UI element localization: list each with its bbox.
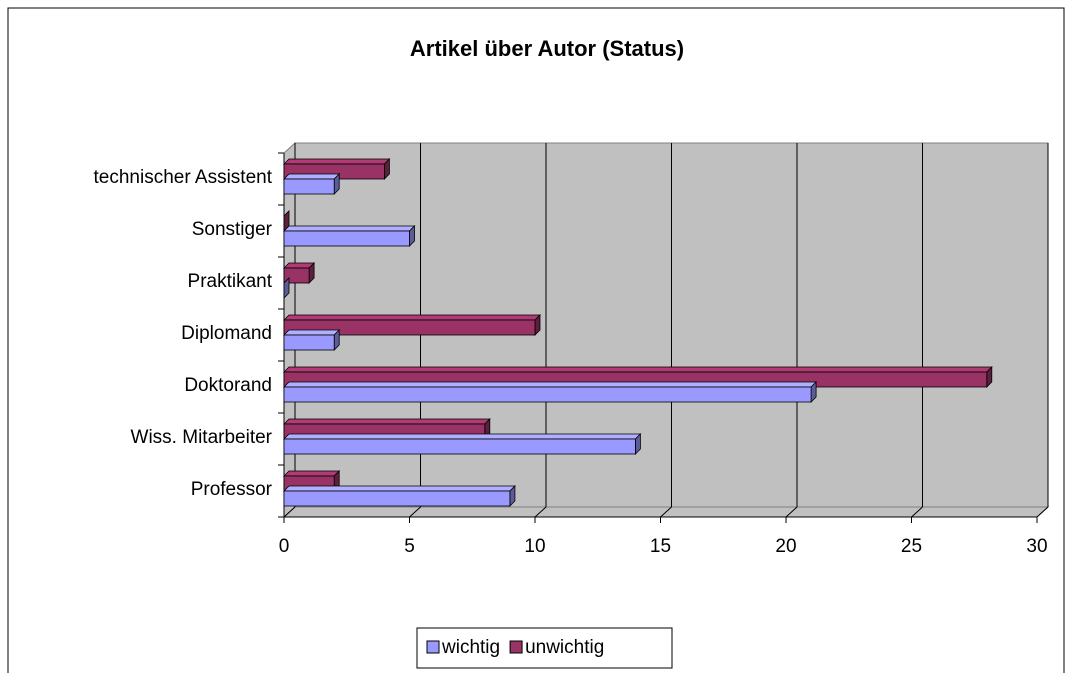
bar-top <box>283 470 341 477</box>
x-tick-label: 0 <box>279 536 290 557</box>
legend-swatch <box>426 640 440 654</box>
floor-grid-line <box>409 506 421 518</box>
bar-top <box>283 173 341 180</box>
bar-top <box>283 381 818 388</box>
bar-top <box>283 225 416 232</box>
floor-grid-line <box>660 506 672 518</box>
x-tick-label: 10 <box>524 536 545 557</box>
y-tick-label: Praktikant <box>188 271 273 292</box>
bar <box>283 267 310 284</box>
bar <box>283 386 812 403</box>
floor-grid-line <box>283 506 296 518</box>
bar-top <box>283 329 341 336</box>
floor-grid-line <box>911 506 923 518</box>
bar-top <box>283 314 541 321</box>
legend-box <box>416 627 673 669</box>
bar-top <box>283 485 516 492</box>
y-tick-label: Sonstiger <box>192 219 273 240</box>
x-tick-label: 15 <box>650 536 671 557</box>
bar <box>283 178 335 195</box>
bar <box>283 319 536 336</box>
legend-swatch <box>509 640 523 654</box>
y-tick-label: technischer Assistent <box>94 167 273 188</box>
y-tick-label: Wiss. Mitarbeiter <box>131 427 273 448</box>
bar-top <box>283 418 491 425</box>
floor-grid-line <box>534 506 547 518</box>
y-tick-label: Diplomand <box>181 323 272 344</box>
floor-grid-line <box>785 506 798 518</box>
bar <box>283 438 636 455</box>
bar <box>283 490 511 507</box>
legend-label: wichtig <box>441 637 500 658</box>
x-tick-label: 30 <box>1026 536 1047 557</box>
floor-grid-line <box>1036 506 1049 518</box>
bar <box>283 334 335 351</box>
x-tick-label: 5 <box>404 536 415 557</box>
chart-title: Artikel über Autor (Status) <box>410 36 684 61</box>
x-tick-label: 20 <box>775 536 796 557</box>
bar-top <box>283 158 391 165</box>
y-tick-label: Doktorand <box>184 375 272 396</box>
bar-top <box>283 366 993 373</box>
bar-top <box>283 433 642 440</box>
legend-label: unwichtig <box>525 637 604 658</box>
bar-side <box>283 277 290 299</box>
x-tick-label: 25 <box>901 536 922 557</box>
bar <box>283 230 410 247</box>
y-tick-label: Professor <box>191 479 273 500</box>
